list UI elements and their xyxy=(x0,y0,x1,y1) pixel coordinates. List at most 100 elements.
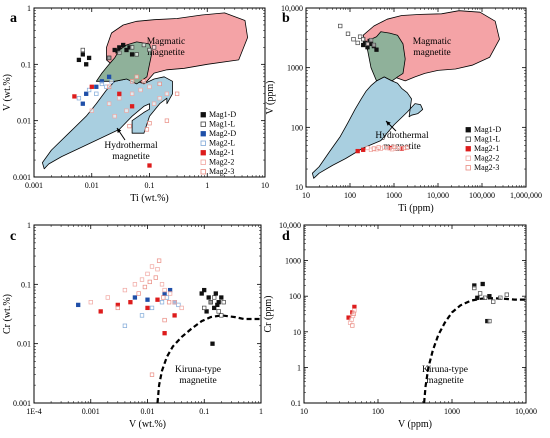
c-point-mag2-1 xyxy=(162,331,167,336)
b-point-mag1-d xyxy=(374,47,379,52)
a-point-mag1-l xyxy=(141,42,147,48)
a-point-mag2-l xyxy=(99,81,105,87)
c-point-mag2-d xyxy=(76,302,81,308)
c-point-mag1-d xyxy=(202,287,207,293)
a-legend-marker xyxy=(200,131,206,137)
d-point-mag1-l xyxy=(487,318,492,324)
a-point-mag2-d xyxy=(84,91,89,96)
c-point-mag2-2 xyxy=(167,291,173,296)
c-point-mag2-l xyxy=(139,313,145,318)
a-point-mag2-d xyxy=(106,74,112,79)
b-point-mag2-2 xyxy=(365,145,370,151)
d-curve-label: magnetite xyxy=(426,376,463,386)
c-y-tick-label: 0.1 xyxy=(21,280,31,289)
d-point-mag1-d xyxy=(475,295,480,300)
d-x-tick-label: 10,000 xyxy=(515,407,537,416)
a-point-mag1-l xyxy=(134,52,139,57)
a-point-mag1-d xyxy=(76,57,82,63)
c-point-mag2-2 xyxy=(88,300,93,305)
a-point-mag2-3 xyxy=(157,81,162,87)
c-curve-label: Kiruna-type xyxy=(175,365,221,375)
b-field-label-hydrothermal: Hydrothermal xyxy=(375,131,429,141)
b-point-mag1-l xyxy=(368,37,374,43)
a-legend-label: Mag2-2 xyxy=(209,158,234,167)
a-y-tick-label: 1 xyxy=(27,4,31,13)
c-point-mag2-d xyxy=(145,297,150,302)
c-point-mag2-3 xyxy=(161,295,166,300)
b-x-tick-label: 10 xyxy=(302,191,310,200)
d-kiruna-curve xyxy=(423,297,526,404)
d-y-tick-label: 1000 xyxy=(285,257,301,266)
b-y-axis-label: V (ppm) xyxy=(265,81,276,115)
d-y-tick-label: 100 xyxy=(289,292,301,301)
a-y-tick-label: 0.001 xyxy=(13,173,31,182)
panel-d: 10 100 1000 10,000 0.1 1 10 100 1000 10,000 V (ppm… xyxy=(263,221,537,430)
a-x-tick-label: 1 xyxy=(205,181,209,190)
c-point-mag2-3 xyxy=(115,305,120,311)
b-legend-label: Mag2-1 xyxy=(474,144,499,153)
a-point-mag2-3 xyxy=(164,118,170,123)
c-y-axis-label: Cr (wt.%) xyxy=(2,294,13,334)
a-legend-marker xyxy=(200,121,206,127)
a-y-tick-label: 0.01 xyxy=(17,117,31,126)
b-point-mag1-l xyxy=(351,37,356,42)
c-point-mag2-l xyxy=(159,300,165,305)
a-legend-marker xyxy=(200,140,206,146)
d-point-mag2-3 xyxy=(351,311,356,316)
c-point-mag2-3 xyxy=(153,275,158,280)
c-point-mag2-3 xyxy=(156,258,162,263)
b-legend-marker xyxy=(465,155,471,161)
c-point-mag1-l xyxy=(219,313,224,318)
c-plot-frame xyxy=(33,224,262,404)
b-field-overlap xyxy=(367,31,406,82)
c-point-mag2-1 xyxy=(128,300,133,305)
a-point-mag2-1 xyxy=(117,91,122,96)
d-point-mag1-l xyxy=(491,299,496,304)
c-point-mag1-d xyxy=(199,291,204,296)
a-point-mag1-d xyxy=(117,45,122,50)
b-legend-label: Mag2-3 xyxy=(474,163,499,172)
b-x-tick-label: 1000 xyxy=(386,191,402,200)
b-legend-label: Mag2-2 xyxy=(474,154,499,163)
b-legend-marker xyxy=(465,136,471,142)
d-y-tick-label: 10 xyxy=(293,328,301,337)
a-point-mag2-1 xyxy=(129,104,135,109)
a-x-tick-label: 0.001 xyxy=(25,181,43,190)
b-point-mag1-l xyxy=(355,40,360,46)
a-point-mag2-3 xyxy=(129,79,135,84)
b-field-label-magmatic: Magmatic xyxy=(413,37,452,47)
b-point-mag2-1 xyxy=(355,148,360,154)
a-y-axis-label: V (wt.%) xyxy=(2,74,13,111)
a-point-mag1-l xyxy=(106,55,112,61)
d-y-tick-label: 1 xyxy=(297,363,301,372)
d-x-axis-label: V (ppm) xyxy=(398,419,432,430)
a-legend-marker xyxy=(200,150,206,156)
b-point-mag1-l xyxy=(345,31,351,36)
a-point-mag2-d xyxy=(80,101,85,106)
d-point-mag2-3 xyxy=(350,323,355,328)
b-legend-marker xyxy=(465,165,471,171)
b-point-mag2-2 xyxy=(396,145,402,151)
a-legend-marker xyxy=(200,159,206,165)
c-point-mag1-d xyxy=(204,309,209,314)
a-point-mag1-l xyxy=(129,45,135,50)
b-y-tick-label: 1000 xyxy=(287,64,303,73)
a-point-mag2-3 xyxy=(141,79,147,84)
a-point-mag2-3 xyxy=(144,127,150,132)
a-x-axis-label: Ti (wt.%) xyxy=(130,193,169,204)
b-y-tick-label: 10 xyxy=(295,183,303,192)
c-point-mag2-3 xyxy=(166,300,172,305)
b-legend-label: Mag1-D xyxy=(474,125,501,134)
b-point-mag2-3 xyxy=(391,144,397,150)
a-point-mag2-2 xyxy=(89,108,94,113)
d-x-tick-label: 10 xyxy=(300,407,308,416)
panel-a: 0.001 0.01 0.1 1 10 0.001 0.01 0.1 1 Ti (wt.%) V (… xyxy=(2,4,269,204)
d-point-mag1-d xyxy=(487,294,492,299)
a-point-mag1-d xyxy=(86,55,92,61)
a-legend-label: Mag1-L xyxy=(209,120,235,129)
b-x-tick-label: 100 xyxy=(344,191,356,200)
a-point-mag1-l xyxy=(80,47,85,53)
a-point-mag2-2 xyxy=(124,108,129,113)
b-legend-marker xyxy=(465,146,471,152)
